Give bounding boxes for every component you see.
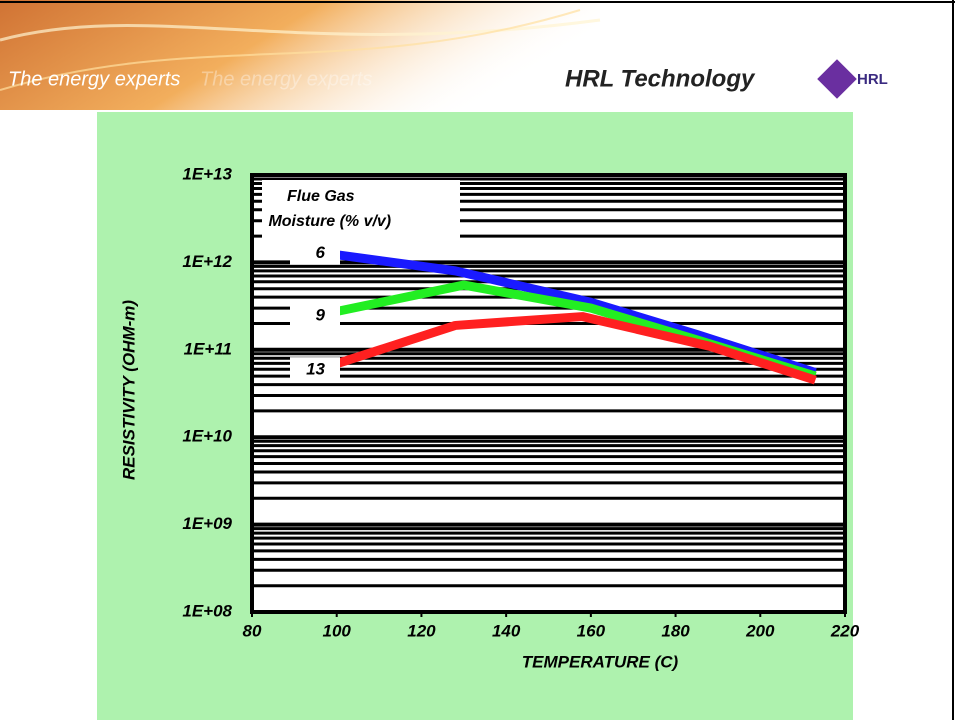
y-tick-label: 1E+10	[182, 427, 232, 446]
logo-text: HRL	[857, 71, 888, 88]
tagline-echo: The energy experts	[200, 68, 372, 90]
x-tick-label: 100	[323, 621, 352, 640]
y-tick-label: 1E+13	[182, 164, 232, 183]
x-tick-label: 180	[661, 621, 690, 640]
logo-icon	[817, 59, 857, 99]
y-tick-label: 1E+08	[182, 601, 232, 620]
plot-frame	[250, 173, 847, 614]
series-label-box	[290, 303, 340, 328]
y-tick-label: 1E+12	[182, 252, 232, 271]
tagline: The energy experts	[8, 68, 180, 90]
series-label-box	[290, 357, 340, 382]
legend-box	[262, 180, 460, 238]
series-label: 9	[316, 306, 326, 325]
x-axis-label: TEMPERATURE (C)	[522, 652, 679, 671]
y-axis-label: RESISTIVITY (OHM-m)	[119, 300, 138, 480]
x-tick-label: 220	[830, 621, 860, 640]
swirl-line	[0, 9, 581, 91]
series-label-box	[290, 240, 340, 265]
y-tick-label: 1E+09	[182, 514, 232, 533]
plot-area	[252, 175, 845, 612]
series-line	[318, 312, 817, 385]
series-label: 6	[316, 243, 326, 262]
x-tick-label: 140	[492, 621, 521, 640]
x-tick-label: 80	[243, 621, 262, 640]
x-tick-label: 160	[577, 621, 606, 640]
series-label: 13	[306, 360, 325, 379]
x-tick-label: 200	[745, 621, 775, 640]
x-tick-label: 120	[407, 621, 436, 640]
brand: HRL Technology	[565, 65, 756, 92]
legend-title: Flue Gas Moisture (% v/v)	[264, 188, 391, 230]
y-tick-label: 1E+11	[184, 339, 232, 358]
swirl-line	[0, 18, 601, 42]
series-line	[319, 247, 817, 377]
header-swirl	[0, 0, 600, 110]
